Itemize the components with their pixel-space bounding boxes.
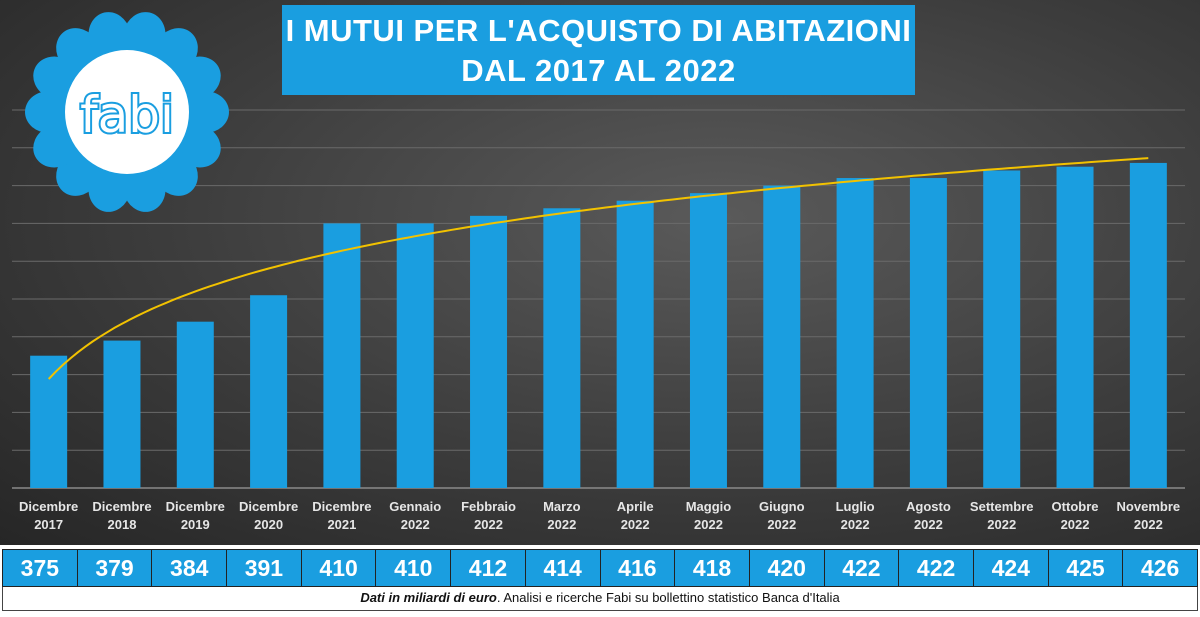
fabi-logo: fabi bbox=[25, 12, 229, 212]
x-tick-year: 2022 bbox=[913, 517, 943, 532]
x-tick-month: Dicembre bbox=[238, 499, 299, 514]
x-tick-label: Giugno 2022 bbox=[744, 498, 820, 534]
x-tick-label: Agosto 2022 bbox=[890, 498, 966, 534]
x-tick-label: Aprile 2022 bbox=[597, 498, 673, 534]
x-tick-month: Novembre bbox=[1116, 499, 1181, 514]
bar bbox=[1056, 166, 1094, 488]
x-tick-label: Dicembre 2020 bbox=[231, 498, 307, 534]
x-tick-month: Luglio bbox=[835, 499, 875, 514]
logo-petal bbox=[181, 91, 229, 133]
x-tick-label: Settembre 2022 bbox=[964, 498, 1040, 534]
x-tick-month: Giugno bbox=[759, 499, 805, 514]
trendline bbox=[47, 157, 1149, 380]
value-cell: 410 bbox=[376, 550, 452, 586]
x-tick-month: Dicembre bbox=[312, 499, 372, 514]
x-tick-year: 2018 bbox=[107, 517, 137, 532]
value-cell: 410 bbox=[302, 550, 377, 586]
bar bbox=[250, 295, 288, 488]
x-tick-label: Dicembre 2021 bbox=[304, 498, 380, 534]
value-cell: 422 bbox=[899, 550, 974, 586]
value-cell: 426 bbox=[1140, 555, 1180, 581]
chart-plot bbox=[12, 109, 1185, 489]
bar bbox=[543, 208, 581, 488]
unit-note: Dati in miliardi di euro bbox=[360, 590, 497, 605]
x-tick-year: 2017 bbox=[34, 517, 64, 532]
x-tick-month: Dicembre bbox=[92, 499, 152, 514]
x-tick-month: Febbraio bbox=[461, 499, 516, 514]
value-cell: 384 bbox=[152, 550, 228, 586]
value-cell: 414 bbox=[526, 550, 601, 586]
bar bbox=[836, 178, 874, 489]
x-tick-label: Ottobre 2022 bbox=[1037, 498, 1113, 534]
value-cell: 424 bbox=[974, 550, 1049, 586]
value-cell: 418 bbox=[675, 550, 750, 586]
x-tick-label: Dicembre 2019 bbox=[157, 498, 233, 534]
value-cell: 422 bbox=[825, 550, 900, 586]
x-tick-label: Dicembre 2017 bbox=[11, 498, 87, 534]
value-cell: 379 bbox=[78, 550, 153, 586]
bar bbox=[176, 321, 214, 488]
x-tick-label: Maggio 2022 bbox=[670, 498, 746, 534]
x-tick-month: Ottobre bbox=[1051, 499, 1099, 514]
value-cell: 420 bbox=[750, 550, 825, 586]
x-tick-label: Novembre 2022 bbox=[1110, 498, 1186, 534]
x-tick-year: 2022 bbox=[474, 517, 503, 532]
bar bbox=[1129, 162, 1167, 489]
x-tick-month: Gennaio bbox=[389, 499, 442, 514]
logo-text: fabi bbox=[80, 86, 174, 144]
x-tick-year: 2021 bbox=[327, 517, 357, 532]
x-tick-year: 2022 bbox=[987, 517, 1017, 532]
source-note: Dati in miliardi di euro. Analisi e rice… bbox=[2, 587, 1198, 611]
x-tick-month: Aprile bbox=[616, 499, 654, 514]
value-cell: 375 bbox=[3, 550, 78, 586]
x-tick-month: Maggio bbox=[685, 499, 732, 514]
bar bbox=[983, 170, 1021, 489]
x-tick-year: 2022 bbox=[1060, 517, 1090, 532]
bar bbox=[763, 185, 801, 488]
value-cell: 425 bbox=[1049, 550, 1124, 586]
logo-petal bbox=[33, 124, 81, 168]
logo-petal bbox=[173, 56, 221, 100]
x-tick-year: 2022 bbox=[1133, 517, 1163, 532]
value-cell: 412 bbox=[451, 550, 526, 586]
chart-subtitle: DAL 2017 AL 2022 bbox=[461, 53, 736, 88]
chart-title: I MUTUI PER L'ACQUISTO DI ABITAZIONI bbox=[285, 13, 912, 48]
x-tick-year: 2022 bbox=[767, 517, 797, 532]
logo-petal bbox=[25, 91, 73, 133]
x-tick-year: 2022 bbox=[547, 517, 577, 532]
x-tick-year: 2022 bbox=[694, 517, 723, 532]
x-tick-month: Dicembre bbox=[165, 499, 225, 514]
x-tick-month: Dicembre bbox=[19, 499, 79, 514]
x-tick-year: 2022 bbox=[840, 517, 870, 532]
bar bbox=[323, 223, 361, 488]
bar bbox=[689, 193, 727, 488]
x-tick-label: Marzo 2022 bbox=[524, 498, 600, 534]
x-tick-month: Agosto bbox=[906, 499, 951, 514]
logo-petal bbox=[123, 164, 166, 212]
values-table-row: 375 379 384 391 410 410 412 414 416 418 420 422 422 4… bbox=[2, 549, 1198, 587]
x-tick-year: 2019 bbox=[180, 517, 210, 532]
x-tick-label: Gennaio 2022 bbox=[377, 498, 453, 534]
bar bbox=[909, 178, 947, 489]
x-tick-year: 2020 bbox=[254, 517, 284, 532]
x-tick-month: Marzo bbox=[543, 499, 581, 514]
value-cell: 416 bbox=[601, 550, 676, 586]
bar bbox=[30, 355, 68, 488]
x-tick-label: Febbraio 2022 bbox=[451, 498, 527, 534]
bar bbox=[396, 223, 434, 488]
source-text: . Analisi e ricerche Fabi su bollettino … bbox=[496, 590, 840, 605]
bar bbox=[616, 200, 654, 488]
bar bbox=[470, 215, 508, 488]
x-tick-label: Luglio 2022 bbox=[817, 498, 893, 534]
chart-title-box: I MUTUI PER L'ACQUISTO DI ABITAZIONI DAL… bbox=[282, 5, 915, 95]
bar bbox=[103, 340, 141, 488]
value-cell: 391 bbox=[227, 550, 302, 586]
x-tick-year: 2022 bbox=[620, 517, 650, 532]
logo-petal bbox=[88, 12, 131, 60]
x-tick-label: Dicembre 2018 bbox=[84, 498, 160, 534]
x-tick-month: Settembre bbox=[969, 499, 1034, 514]
x-tick-year: 2022 bbox=[400, 517, 430, 532]
